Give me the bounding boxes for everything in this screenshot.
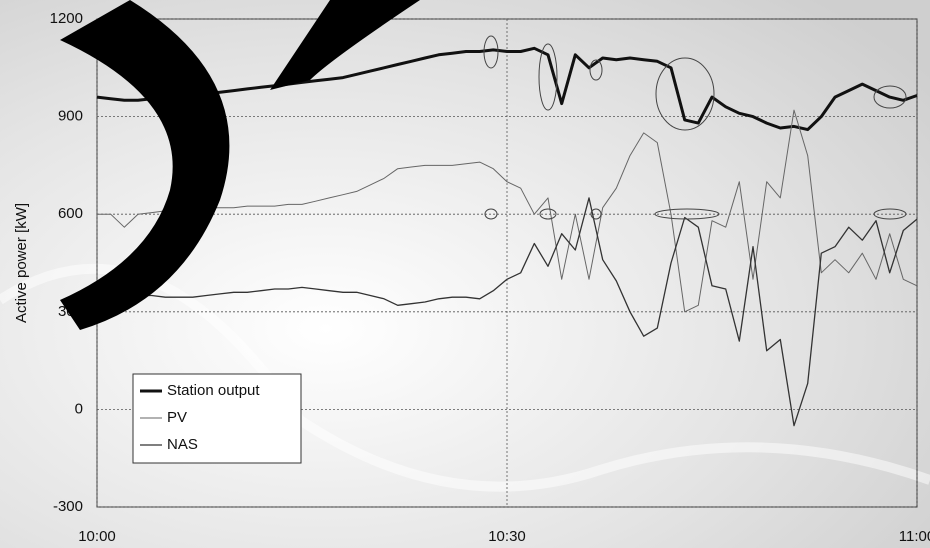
x-tick-label: 10:30 (488, 528, 526, 545)
chart: -3000300600900120010:0010:3011:00 Active… (0, 0, 930, 548)
x-tick-label: 10:00 (78, 528, 116, 545)
legend-label: PV (167, 409, 187, 426)
y-tick-label: 600 (58, 205, 83, 222)
y-tick-label: 0 (75, 400, 83, 417)
y-axis-label: Active power [kW] (13, 203, 30, 323)
x-tick-label: 11:00 (899, 528, 930, 545)
y-tick-label: 900 (58, 108, 83, 125)
legend-label: NAS (167, 436, 198, 453)
legend-label: Station output (167, 382, 260, 399)
y-tick-label: -300 (53, 498, 83, 515)
y-tick-label: 1200 (50, 10, 83, 27)
